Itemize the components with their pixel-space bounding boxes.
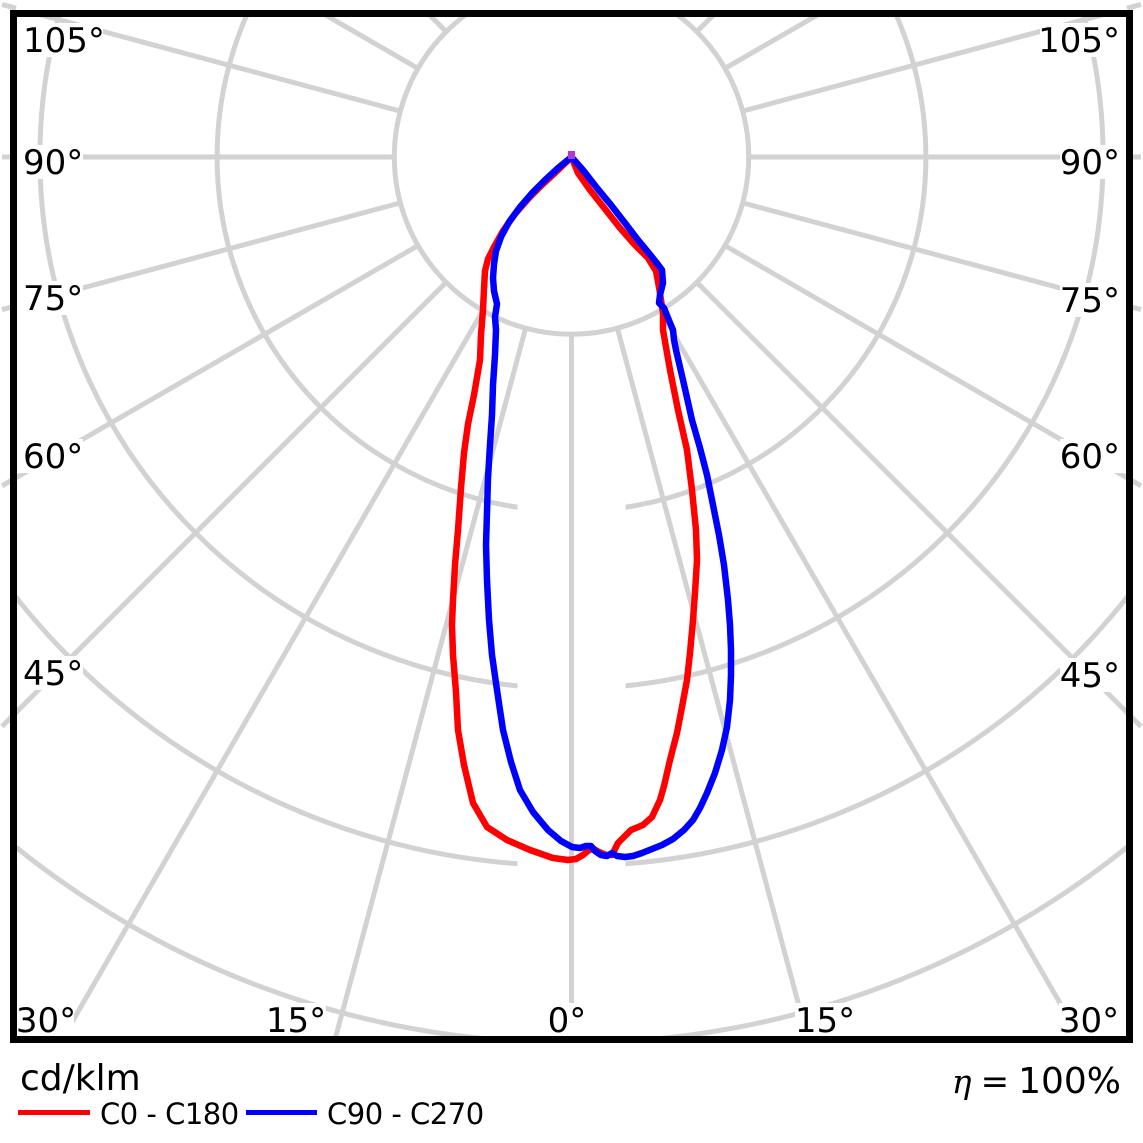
side-tick	[1126, 1, 1142, 11]
gamma-label-bg	[1059, 1003, 1119, 1037]
gamma-label-bg	[17, 656, 83, 690]
gamma-label-bg	[1060, 658, 1126, 692]
polar-grid-spoke	[614, 327, 810, 1037]
gamma-label: 45°	[1060, 656, 1120, 696]
gamma-label-bg	[545, 1003, 589, 1037]
gamma-label-bg	[1060, 145, 1126, 179]
gamma-label: 105°	[1038, 21, 1120, 61]
gamma-label: 45°	[23, 654, 83, 694]
polar-grid-spoke	[657, 309, 1083, 1037]
polar-grid-spoke	[16, 200, 401, 309]
gamma-label: 75°	[1060, 281, 1120, 321]
curve-c90-c270	[482, 153, 735, 861]
eta-equals: =	[980, 1062, 1010, 1102]
eta-value: 100%	[1018, 1061, 1121, 1102]
gamma-label-bg	[795, 1003, 855, 1037]
unit-label: cd/klm	[20, 1058, 141, 1099]
gamma-label-bg	[1060, 283, 1126, 317]
polar-grid-spoke	[742, 200, 1127, 309]
gamma-label: 60°	[23, 437, 83, 477]
gamma-label: 75°	[23, 279, 83, 319]
legend-swatch-c0-c180	[18, 1110, 90, 1115]
polar-grid-spoke	[16, 243, 420, 481]
gamma-label-bg	[1060, 439, 1126, 473]
polar-grid-spoke	[660, 0, 1143, 4]
gamma-label: 15°	[795, 1001, 855, 1041]
polar-grid-spoke	[60, 309, 486, 1037]
eta-symbol: η	[951, 1062, 972, 1101]
gamma-label-bg	[266, 1003, 326, 1037]
gamma-label: 0°	[548, 1001, 587, 1041]
legend-label-c90-c270: C90 - C270	[327, 1097, 484, 1131]
gamma-label: 60°	[1060, 437, 1120, 477]
gamma-label: 90°	[23, 143, 83, 183]
legend-swatch-c90-c270	[246, 1110, 317, 1115]
polar-grid-spoke	[0, 0, 483, 4]
polar-grid-spoke	[742, 16, 1108, 114]
gamma-label: 15°	[266, 1001, 326, 1041]
efficiency-label: η = 100%	[952, 1061, 1121, 1102]
gamma-label-bg	[18, 1003, 74, 1037]
gamma-label-bg	[1040, 23, 1126, 57]
plot-border	[10, 10, 1133, 1043]
polar-grid-spoke	[35, 16, 401, 114]
gamma-label: 30°	[16, 1001, 76, 1041]
gamma-label: 105°	[23, 21, 105, 61]
gamma-label-bg	[17, 439, 83, 473]
polar-grid-spoke	[723, 243, 1127, 481]
polar-grid-spoke	[333, 327, 529, 1037]
legend-label-c0-c180: C0 - C180	[100, 1097, 239, 1131]
gamma-label: 30°	[1059, 1001, 1119, 1041]
gamma-label: 90°	[1060, 143, 1120, 183]
gamma-label-bg	[17, 145, 83, 179]
gamma-label-bg	[17, 23, 103, 57]
gamma-label-bg	[17, 281, 83, 315]
curves-apex-marker	[568, 151, 575, 159]
side-tick	[1, 1, 17, 11]
